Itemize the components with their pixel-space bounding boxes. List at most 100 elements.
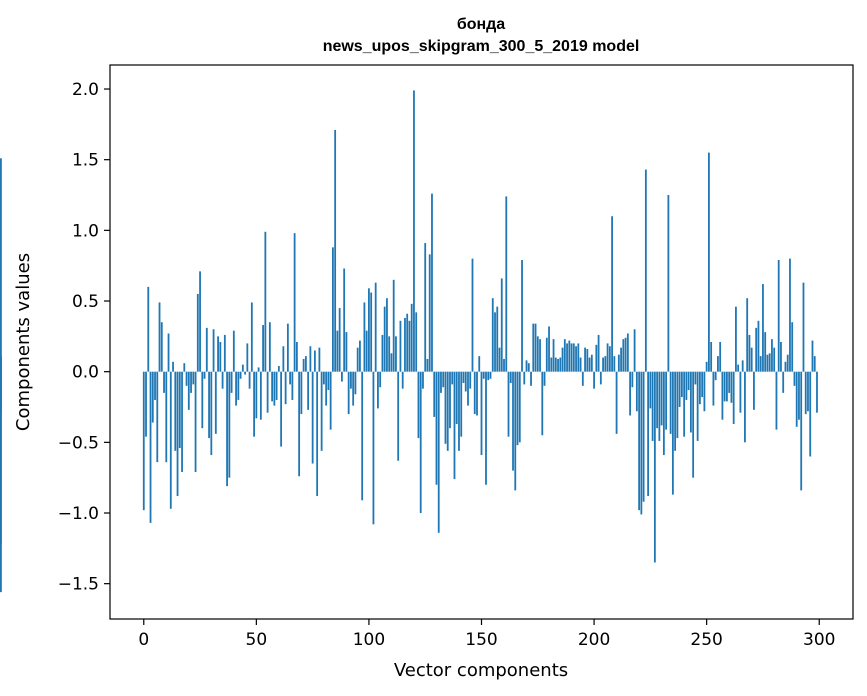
bar bbox=[667, 195, 670, 372]
bar bbox=[804, 371, 807, 415]
bar bbox=[615, 371, 618, 434]
bar bbox=[777, 260, 780, 372]
bar bbox=[696, 371, 699, 441]
bar bbox=[151, 371, 154, 423]
bar bbox=[304, 356, 307, 372]
bar bbox=[764, 332, 767, 372]
bar bbox=[798, 371, 800, 420]
bar bbox=[205, 327, 208, 372]
bar bbox=[485, 371, 487, 485]
bar bbox=[816, 371, 818, 413]
bar bbox=[354, 371, 357, 395]
bar bbox=[257, 367, 260, 372]
bar bbox=[811, 340, 814, 372]
bar bbox=[223, 334, 226, 372]
bar bbox=[295, 342, 298, 372]
bar bbox=[507, 371, 510, 437]
bar bbox=[316, 371, 319, 497]
bar bbox=[422, 371, 424, 389]
bar bbox=[638, 371, 641, 511]
bar bbox=[554, 357, 557, 372]
bar bbox=[557, 358, 559, 372]
bar bbox=[708, 152, 710, 372]
bar bbox=[494, 312, 496, 372]
bar bbox=[590, 354, 593, 372]
chart-subtitle: news_upos_skipgram_300_5_2019 model bbox=[323, 38, 640, 55]
bar bbox=[178, 371, 181, 448]
bar bbox=[656, 371, 659, 429]
bar bbox=[199, 271, 201, 372]
bar bbox=[160, 322, 163, 372]
bar bbox=[248, 371, 251, 389]
bar bbox=[732, 371, 735, 424]
bar bbox=[762, 284, 764, 372]
bar bbox=[183, 363, 186, 372]
bar bbox=[653, 371, 656, 563]
bar bbox=[210, 371, 213, 456]
bar bbox=[460, 371, 463, 437]
bar bbox=[226, 371, 228, 487]
bar bbox=[676, 371, 679, 439]
bar bbox=[766, 354, 769, 372]
bar bbox=[228, 371, 231, 478]
bar bbox=[489, 371, 492, 379]
bar bbox=[379, 371, 382, 388]
bar bbox=[235, 371, 237, 406]
y-tick-label: −1.0 bbox=[58, 504, 99, 524]
bar bbox=[446, 371, 449, 451]
bar bbox=[730, 371, 733, 403]
bar bbox=[780, 342, 782, 372]
bar bbox=[710, 342, 713, 372]
bar bbox=[435, 371, 438, 485]
bar bbox=[219, 342, 222, 372]
bar bbox=[545, 337, 548, 372]
bar bbox=[662, 371, 665, 456]
bar bbox=[0, 356, 2, 372]
x-tick-label: 50 bbox=[246, 630, 268, 650]
bar bbox=[451, 371, 454, 385]
bar bbox=[651, 371, 654, 441]
bar bbox=[417, 371, 420, 439]
bars-group bbox=[0, 90, 818, 593]
bar bbox=[250, 302, 253, 372]
bar bbox=[581, 371, 584, 386]
bar bbox=[169, 371, 172, 509]
bar bbox=[705, 361, 708, 372]
bar bbox=[399, 320, 402, 372]
bar bbox=[455, 371, 458, 424]
bar bbox=[491, 298, 494, 372]
bar bbox=[476, 371, 478, 416]
bar bbox=[284, 371, 287, 405]
bar bbox=[174, 371, 177, 451]
bar bbox=[433, 371, 436, 417]
bar bbox=[723, 371, 726, 402]
bar bbox=[608, 346, 611, 372]
bar bbox=[559, 357, 562, 372]
bar bbox=[597, 334, 600, 372]
bar bbox=[532, 323, 535, 372]
y-axis-label: Components values bbox=[13, 253, 34, 431]
bar bbox=[795, 371, 798, 427]
x-axis: 0 50 100 150 200 250 300 bbox=[138, 619, 835, 650]
bar bbox=[239, 371, 242, 379]
bar bbox=[415, 312, 418, 372]
bar bbox=[692, 371, 695, 478]
bar bbox=[500, 278, 503, 372]
bar bbox=[352, 371, 355, 406]
bar bbox=[442, 371, 445, 388]
bar bbox=[572, 343, 575, 372]
bar bbox=[377, 371, 379, 409]
bar bbox=[689, 371, 692, 433]
bar bbox=[350, 371, 352, 389]
bar bbox=[431, 193, 433, 372]
bar bbox=[230, 371, 233, 393]
bar bbox=[748, 334, 751, 372]
bar bbox=[789, 258, 791, 372]
bar bbox=[158, 302, 161, 372]
bar bbox=[356, 347, 359, 372]
bar bbox=[142, 371, 145, 511]
bar bbox=[203, 371, 206, 379]
bar bbox=[0, 371, 2, 593]
bar bbox=[221, 371, 224, 389]
bar bbox=[739, 371, 742, 413]
